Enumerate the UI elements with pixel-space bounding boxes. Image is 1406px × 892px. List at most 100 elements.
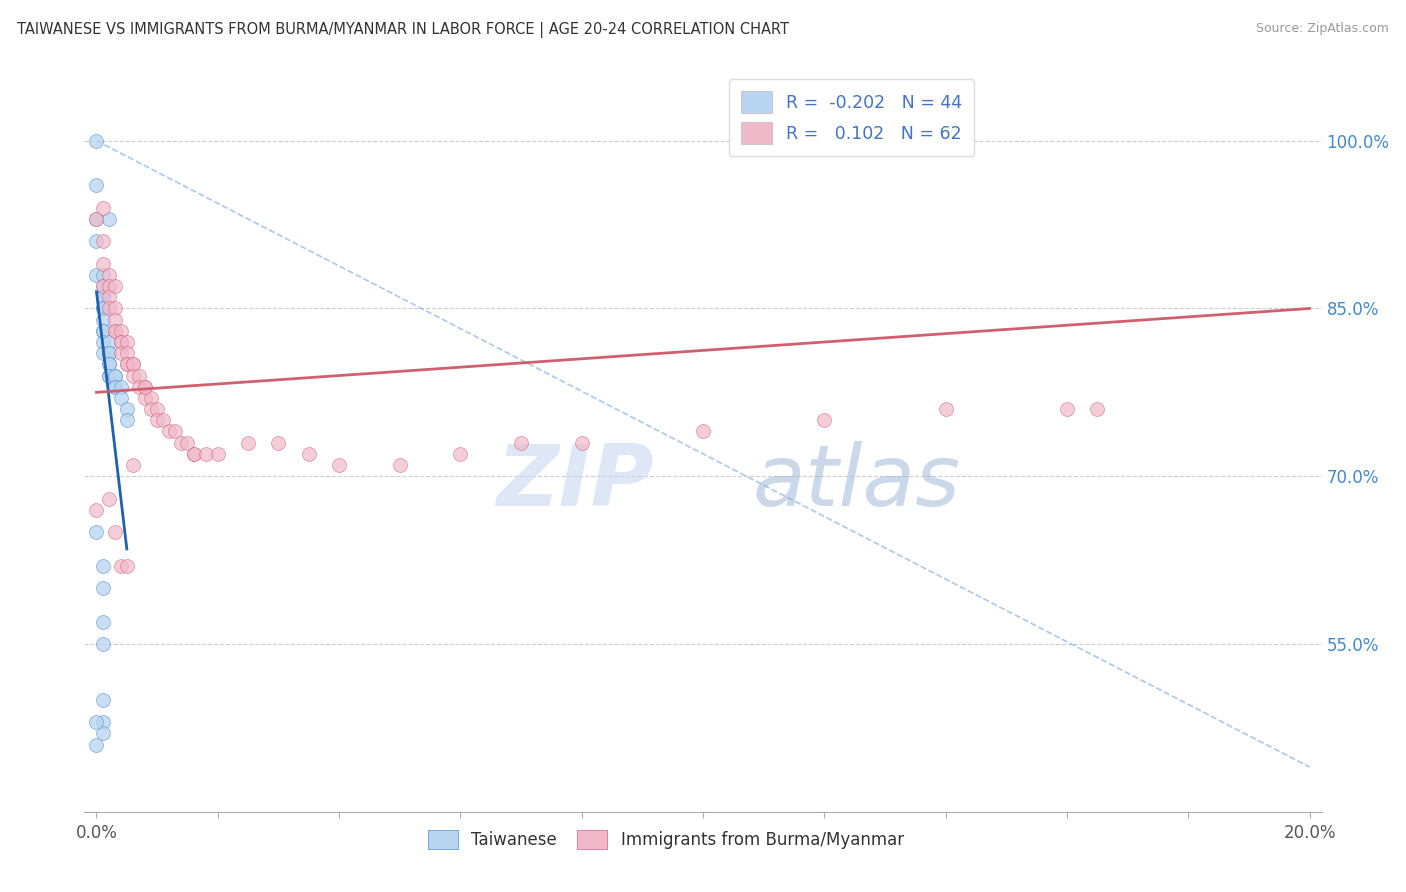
Point [91,346,114,360]
Point [692,425,714,439]
Point [91,693,114,707]
Point [1085,402,1108,417]
Point [91,615,114,629]
Point [91,637,114,651]
Point [183,447,205,461]
Point [104,312,127,326]
Point [267,435,290,450]
Point [97,290,120,304]
Point [139,402,162,417]
Point [328,458,350,472]
Point [91,715,114,730]
Point [157,425,180,439]
Point [91,301,114,316]
Point [91,301,114,316]
Point [110,391,132,405]
Point [91,279,114,293]
Point [86,268,108,282]
Point [104,301,127,316]
Point [91,726,114,740]
Point [97,368,120,383]
Point [128,368,150,383]
Point [104,525,127,540]
Point [97,346,120,360]
Point [104,368,127,383]
Point [91,290,114,304]
Point [104,279,127,293]
Point [122,368,145,383]
Point [571,435,593,450]
Point [97,268,120,282]
Point [115,413,138,427]
Point [176,435,198,450]
Point [104,368,127,383]
Point [86,212,108,227]
Point [97,346,120,360]
Point [110,558,132,573]
Point [115,346,138,360]
Point [388,458,411,472]
Point [146,402,169,417]
Point [91,268,114,282]
Point [134,380,156,394]
Point [97,334,120,349]
Point [134,380,156,394]
Point [115,402,138,417]
Point [104,324,127,338]
Point [510,435,533,450]
Point [183,447,205,461]
Point [115,358,138,372]
Point [152,413,174,427]
Point [97,279,120,293]
Point [91,558,114,573]
Text: atlas: atlas [752,441,960,524]
Point [97,301,120,316]
Point [110,334,132,349]
Point [236,435,259,450]
Point [86,502,108,516]
Point [91,290,114,304]
Point [86,715,108,730]
Point [91,235,114,249]
Point [115,334,138,349]
Point [86,525,108,540]
Point [122,458,145,472]
Text: ZIP: ZIP [496,441,654,524]
Point [813,413,835,427]
Point [91,334,114,349]
Point [110,334,132,349]
Point [86,738,108,752]
Point [110,380,132,394]
Point [91,290,114,304]
Point [97,491,120,506]
Point [91,301,114,316]
Point [165,425,187,439]
Point [104,380,127,394]
Point [115,358,138,372]
Point [449,447,471,461]
Legend: Taiwanese, Immigrants from Burma/Myanmar: Taiwanese, Immigrants from Burma/Myanmar [422,823,910,855]
Point [86,235,108,249]
Point [194,447,217,461]
Point [115,558,138,573]
Point [91,312,114,326]
Point [91,257,114,271]
Point [122,358,145,372]
Point [97,358,120,372]
Point [122,358,145,372]
Point [139,391,162,405]
Point [97,368,120,383]
Point [86,134,108,148]
Point [91,279,114,293]
Point [134,391,156,405]
Point [110,324,132,338]
Point [170,435,193,450]
Point [298,447,321,461]
Point [91,324,114,338]
Point [104,380,127,394]
Point [97,358,120,372]
Point [1056,402,1078,417]
Point [97,212,120,227]
Point [207,447,229,461]
Text: Source: ZipAtlas.com: Source: ZipAtlas.com [1256,22,1389,36]
